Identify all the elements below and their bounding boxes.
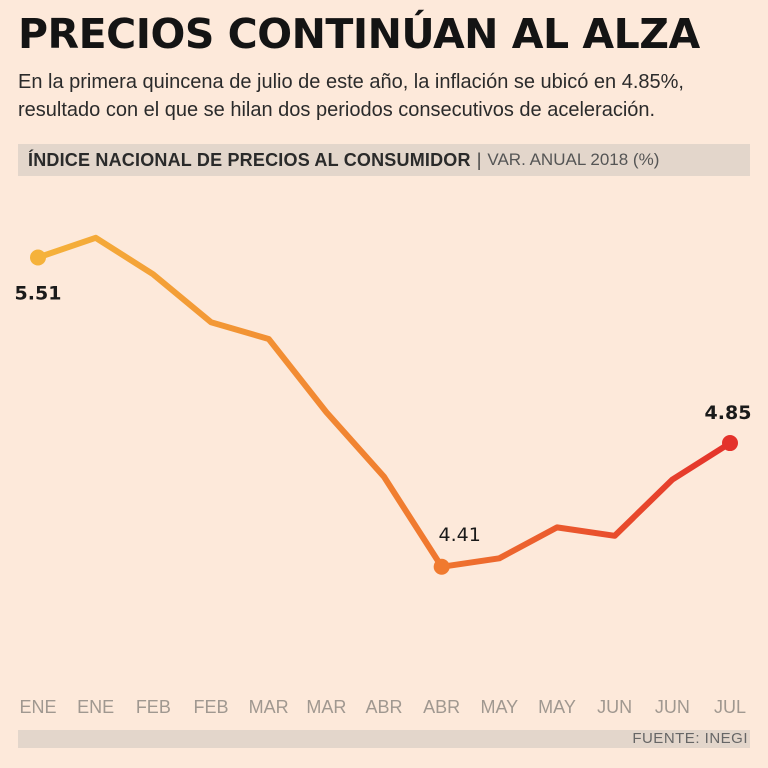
chart-header-bar: ÍNDICE NACIONAL DE PRECIOS AL CONSUMIDOR… <box>18 144 750 176</box>
x-tick-label: JUL <box>714 697 746 717</box>
chart-subtitle: En la primera quincena de julio de este … <box>18 71 684 121</box>
x-tick-label: MAR <box>249 697 289 717</box>
data-label: 5.51 <box>15 282 62 304</box>
source-label: FUENTE: INEGI <box>632 730 748 747</box>
data-point-marker <box>30 249 46 266</box>
series-line <box>35 234 733 570</box>
x-tick-label: JUN <box>597 697 632 717</box>
data-label: 4.85 <box>705 402 752 424</box>
x-tick-label: MAY <box>480 697 518 717</box>
x-tick-label: ENE <box>19 697 56 717</box>
x-tick-label: FEB <box>136 697 171 717</box>
data-label: 4.41 <box>439 524 481 546</box>
x-tick-label: MAY <box>538 697 576 717</box>
x-tick-label: MAR <box>306 697 346 717</box>
chart-title: PRECIOS CONTINÚAN AL ALZA <box>18 10 700 58</box>
header-bold-label: ÍNDICE NACIONAL DE PRECIOS AL CONSUMIDOR <box>28 149 471 170</box>
x-tick-label: ABR <box>365 697 402 717</box>
x-tick-label: ENE <box>77 697 114 717</box>
x-tick-label: ABR <box>423 697 460 717</box>
footer-bar <box>18 730 750 748</box>
header-unit-label: VAR. ANUAL 2018 (%) <box>487 150 660 169</box>
data-point-marker <box>722 435 738 452</box>
data-point-marker <box>433 558 450 575</box>
header-separator: | <box>476 149 482 170</box>
x-tick-label: FEB <box>193 697 228 717</box>
x-tick-label: JUN <box>655 697 690 717</box>
